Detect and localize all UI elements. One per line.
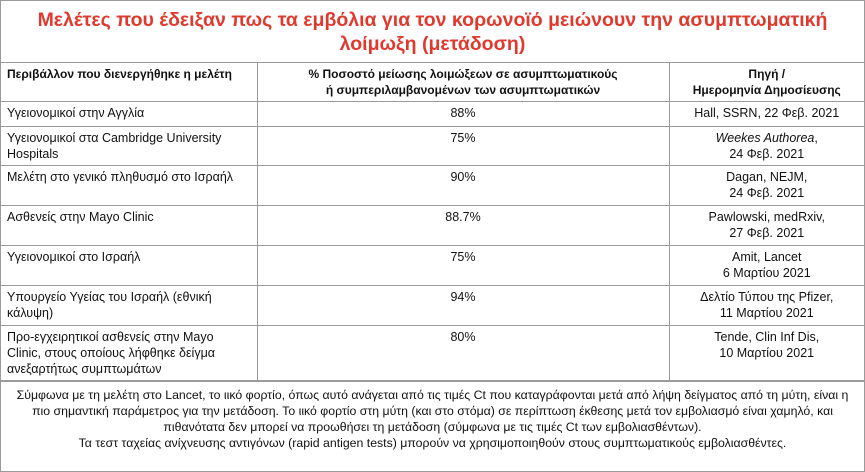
column-header-source-line1: Πηγή / xyxy=(748,67,786,81)
source-line1: Tende, Clin Inf Dis, xyxy=(714,330,820,344)
reduction-cell: 88.7% xyxy=(256,205,670,246)
table-row: Υγειονομικοί στην Αγγλία 88% Hall, SSRN,… xyxy=(1,101,864,127)
setting-cell: Υγειονομικοί στο Ισραήλ xyxy=(1,245,258,286)
footnote-paragraph-rapid-tests: Τα τεστ ταχείας ανίχνευσης αντιγόνων (ra… xyxy=(78,436,787,450)
studies-table: Περιβάλλον που διενεργήθηκε η μελέτη % Π… xyxy=(1,63,864,381)
column-header-source: Πηγή / Ημερομηνία Δημοσίευσης xyxy=(668,63,864,102)
source-cell: Tende, Clin Inf Dis, 10 Μαρτίου 2021 xyxy=(668,325,864,381)
reduction-cell: 75% xyxy=(256,126,670,166)
table-row: Ασθενείς στην Mayo Clinic 88.7% Pawlowsk… xyxy=(1,205,864,246)
source-line1: Dagan, NEJM, xyxy=(726,170,808,184)
column-header-source-line2: Ημερομηνία Δημοσίευσης xyxy=(692,83,841,97)
setting-cell: Υγειονομικοί στα Cambridge University Ho… xyxy=(1,126,258,166)
table-row: Υπουργείο Υγείας του Ισραήλ (εθνική κάλυ… xyxy=(1,285,864,326)
source-line2: 24 Φεβ. 2021 xyxy=(729,186,805,200)
source-cell: Δελτίο Τύπου της Pfizer, 11 Μαρτίου 2021 xyxy=(668,285,864,326)
column-header-setting: Περιβάλλον που διενεργήθηκε η μελέτη xyxy=(1,63,258,102)
column-header-reduction-line2: ή συμπεριλαμβανομένων των ασυμπτωματικών xyxy=(325,83,601,97)
setting-cell: Υπουργείο Υγείας του Ισραήλ (εθνική κάλυ… xyxy=(1,285,258,326)
setting-cell: Μελέτη στο γενικό πληθυσμό στο Ισραήλ xyxy=(1,165,258,206)
source-line2: 11 Μαρτίου 2021 xyxy=(719,306,814,320)
source-line1: Pawlowski, medRxiv, xyxy=(708,210,825,224)
table-row: Μελέτη στο γενικό πληθυσμό στο Ισραήλ 90… xyxy=(1,165,864,206)
reduction-cell: 75% xyxy=(256,245,670,286)
page-title: Μελέτες που έδειξαν πως τα εμβόλια για τ… xyxy=(1,1,864,63)
source-cell: Hall, SSRN, 22 Φεβ. 2021 xyxy=(668,101,864,127)
table-header-row: Περιβάλλον που διενεργήθηκε η μελέτη % Π… xyxy=(1,63,864,102)
source-line2: 10 Μαρτίου 2021 xyxy=(719,346,815,360)
source-line2: 27 Φεβ. 2021 xyxy=(729,226,805,240)
source-line2: 6 Μαρτίου 2021 xyxy=(722,266,811,280)
source-line1: Weekes Authorea xyxy=(715,131,815,145)
source-cell: Weekes Authorea, 24 Φεβ. 2021 xyxy=(668,126,864,166)
column-header-reduction-line1: % Ποσοστό μείωσης λοιμώξεων σε ασυμπτωμα… xyxy=(308,67,618,81)
source-line1: Δελτίο Τύπου της Pfizer, xyxy=(700,290,834,304)
reduction-cell: 94% xyxy=(256,285,670,326)
source-line2: 24 Φεβ. 2021 xyxy=(729,147,805,161)
table-row: Προ-εγχειρητικοί ασθενείς στην Mayo Clin… xyxy=(1,325,864,381)
table-row: Υγειονομικοί στο Ισραήλ 75% Amit, Lancet… xyxy=(1,245,864,286)
setting-cell: Ασθενείς στην Mayo Clinic xyxy=(1,205,258,246)
table-row: Υγειονομικοί στα Cambridge University Ho… xyxy=(1,126,864,166)
column-header-reduction: % Ποσοστό μείωσης λοιμώξεων σε ασυμπτωμα… xyxy=(256,63,670,102)
setting-cell: Προ-εγχειρητικοί ασθενείς στην Mayo Clin… xyxy=(1,325,258,381)
reduction-cell: 88% xyxy=(256,101,670,127)
source-line1: Hall, SSRN, 22 Φεβ. 2021 xyxy=(694,106,840,120)
reduction-cell: 80% xyxy=(256,325,670,381)
source-line1: Amit, Lancet xyxy=(732,250,802,264)
source-cell: Dagan, NEJM, 24 Φεβ. 2021 xyxy=(668,165,864,206)
source-line1-suffix: , xyxy=(814,131,818,145)
setting-cell: Υγειονομικοί στην Αγγλία xyxy=(1,101,258,127)
footnote: Σύμφωνα με τη μελέτη στο Lancet, το ιικό… xyxy=(1,381,864,456)
footnote-paragraph: Σύμφωνα με τη μελέτη στο Lancet, το ιικό… xyxy=(16,388,849,434)
source-cell: Pawlowski, medRxiv, 27 Φεβ. 2021 xyxy=(668,205,864,246)
source-cell: Amit, Lancet 6 Μαρτίου 2021 xyxy=(668,245,864,286)
reduction-cell: 90% xyxy=(256,165,670,206)
